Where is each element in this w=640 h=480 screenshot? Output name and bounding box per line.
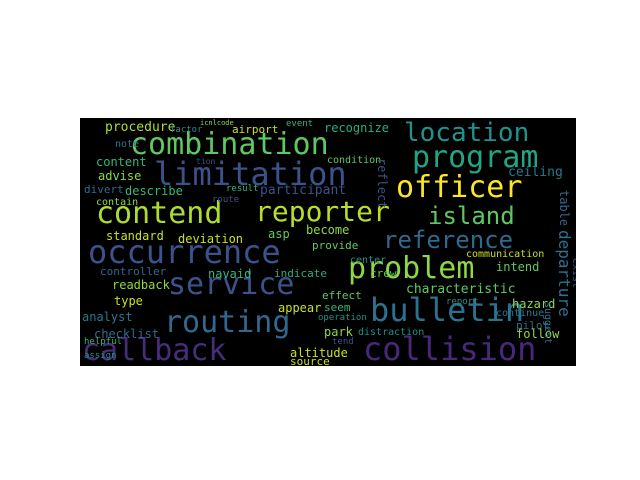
word-provide: provide — [312, 239, 359, 252]
word-combination: combination — [130, 127, 329, 162]
word-appear: appear — [278, 301, 322, 315]
word-hazard: hazard — [512, 297, 556, 311]
word-participant: participant — [260, 183, 347, 198]
word-reflect: reflect — [375, 158, 389, 209]
word-continue: continue — [496, 308, 545, 319]
word-helpful: helpful — [84, 337, 122, 347]
word-divert: divert — [84, 183, 124, 196]
word-problem: problem — [348, 251, 475, 286]
word-advise: advise — [98, 169, 142, 183]
word-island: island — [428, 202, 515, 230]
word-bulletin: bulletin — [370, 291, 525, 329]
word-effect: effect — [322, 289, 362, 302]
word-assign: assign — [84, 351, 117, 361]
word-center: center — [350, 255, 387, 266]
word-checklist: checklist — [94, 327, 160, 341]
word-note: note — [115, 139, 140, 150]
word-indicate: indicate — [274, 267, 327, 280]
word-condition: condition — [327, 155, 382, 166]
word-program: program — [412, 140, 539, 175]
word-recognize: recognize — [324, 121, 390, 135]
word-describe: describe — [125, 184, 183, 198]
word-seem: seem — [324, 301, 351, 314]
word-airport: airport — [232, 123, 279, 136]
word-source: source — [290, 355, 330, 366]
word-type: type — [114, 294, 143, 308]
word-asp: asp — [268, 227, 290, 241]
word-collision: collision — [363, 330, 537, 366]
word-table: table — [557, 190, 571, 227]
word-park: park — [324, 325, 353, 339]
word-officer: officer — [396, 170, 523, 205]
word-route: route — [212, 195, 240, 205]
word-standard: standard — [106, 229, 164, 243]
word-factor: factor — [170, 125, 203, 135]
word-event: event — [286, 119, 314, 129]
word-tend: tend — [332, 337, 354, 347]
word-reporter: reporter — [255, 195, 390, 228]
word-contend: contend — [96, 196, 223, 231]
word-icnlcode: icnlcode — [200, 119, 234, 127]
word-become: become — [306, 223, 350, 237]
word-occurrence: occurrence — [88, 233, 281, 271]
word-analyst: analyst — [82, 310, 133, 324]
word-callback: callback — [82, 333, 227, 366]
word-content: content — [96, 155, 147, 169]
word-result: result — [226, 184, 259, 194]
word-follow: follow — [516, 327, 560, 341]
word-routing: routing — [164, 305, 291, 340]
word-location: location — [404, 118, 530, 148]
word-procedure: procedure — [105, 120, 176, 135]
word-reference: reference — [383, 226, 514, 254]
word-contain: contain — [96, 197, 139, 208]
word-navaid: navaid — [208, 267, 252, 281]
word-tion: tion — [196, 157, 216, 166]
word-deviation: deviation — [178, 232, 244, 246]
word-operation: operation — [318, 313, 367, 323]
word-crew: crew — [370, 267, 397, 280]
word-limitation: limitation — [154, 155, 347, 193]
word-exist: exist — [570, 258, 576, 289]
word-distraction: distraction — [358, 327, 425, 338]
word-cloud-panel: combination limitation location program … — [80, 118, 576, 366]
word-readback: readback — [112, 278, 170, 292]
word-controller: controller — [100, 265, 167, 278]
word-altitude: altitude — [290, 346, 348, 360]
word-report: report — [446, 297, 479, 307]
word-pilot: pilot — [516, 319, 550, 332]
word-service: service — [168, 267, 295, 302]
word-ceiling: ceiling — [508, 165, 563, 180]
word-intend: intend — [496, 260, 540, 274]
word-departure: departure — [555, 230, 574, 317]
word-communication: communication — [466, 249, 545, 260]
word-characteristic: characteristic — [406, 282, 516, 297]
word-suggest: suggest — [542, 302, 553, 345]
